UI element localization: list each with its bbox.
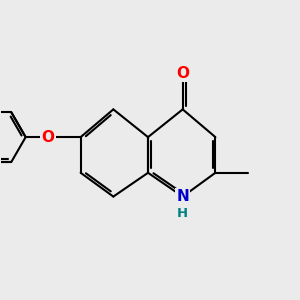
- Text: N: N: [176, 189, 189, 204]
- Text: H: H: [177, 207, 188, 220]
- Text: O: O: [41, 130, 55, 145]
- Text: O: O: [176, 66, 189, 81]
